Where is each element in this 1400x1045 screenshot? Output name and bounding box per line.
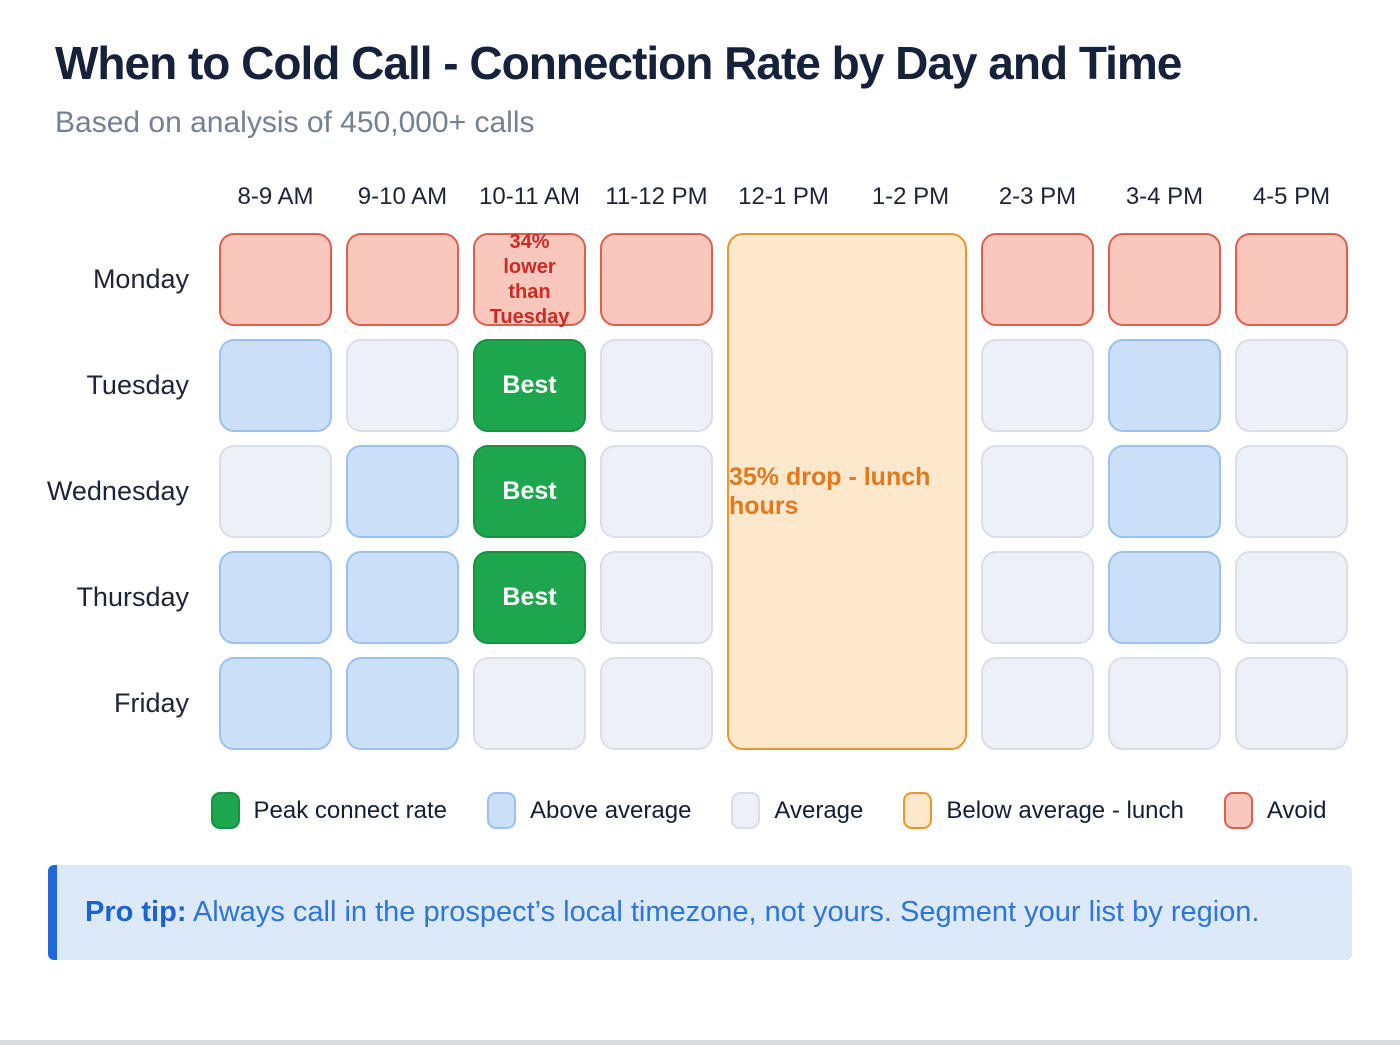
heatmap-cell <box>219 657 332 750</box>
lunch-hours-block: 35% drop - lunch hours <box>727 233 967 750</box>
heatmap-cell <box>1235 339 1348 432</box>
heatmap-cell <box>981 339 1094 432</box>
time-header: 8-9 AM <box>237 183 314 210</box>
heatmap-cell <box>1235 551 1348 644</box>
time-header: 10-11 AM <box>479 183 580 210</box>
heatmap-cell <box>346 551 459 644</box>
heatmap-cell <box>1108 551 1221 644</box>
time-header: 1-2 PM <box>871 183 950 210</box>
legend-label: Average <box>774 796 864 824</box>
pro-tip-text: Always call in the prospect’s local time… <box>186 896 1260 928</box>
heatmap-cell: Best <box>473 551 586 644</box>
pro-tip-label: Pro tip: <box>85 896 187 928</box>
heatmap-cell <box>600 233 713 326</box>
heatmap-cell <box>346 657 459 750</box>
heatmap-cell <box>1108 445 1221 538</box>
heatmap-cell <box>981 233 1094 326</box>
legend-item: Average <box>731 792 863 829</box>
cell-annotation: Best <box>502 477 557 505</box>
legend-label: Above average <box>529 796 692 824</box>
heatmap-grid: 8-9 AM 9-10 AM 10-11 AM 11-12 PM 12-1 PM 1-2 … <box>46 174 1352 750</box>
heatmap-cell <box>1235 657 1348 750</box>
legend-item: Peak connect rate <box>210 792 447 829</box>
heatmap-cell: 34% lower than Tuesday <box>473 231 586 328</box>
heatmap-cell <box>219 445 332 538</box>
heatmap-cell <box>1108 657 1221 750</box>
legend-swatch-avoid <box>1223 792 1253 829</box>
heatmap-cell <box>1235 445 1348 538</box>
heatmap-cell: Best <box>473 445 586 538</box>
time-header: 12-1 PM <box>738 183 829 210</box>
heatmap-cell <box>219 339 332 432</box>
window-bottom-edge <box>0 1040 1400 1045</box>
heatmap-cell <box>346 339 459 432</box>
legend-label: Avoid <box>1266 796 1327 824</box>
legend-swatch-above <box>486 792 516 829</box>
time-header: 9-10 AM <box>357 183 448 210</box>
cell-annotation: Best <box>502 583 557 611</box>
time-header: 11-12 PM <box>605 183 708 210</box>
day-label: Friday <box>113 688 189 718</box>
infographic: When to Cold Call - Connection Rate by D… <box>46 37 1352 960</box>
cell-annotation: 34% lower than Tuesday <box>489 230 570 328</box>
heatmap-cell <box>346 233 459 326</box>
heatmap-cell <box>981 445 1094 538</box>
legend-label: Peak connect rate <box>253 796 447 824</box>
lunch-annotation: 35% drop - lunch hours <box>729 462 931 520</box>
legend-label: Below average - lunch <box>946 796 1184 824</box>
time-header: 2-3 PM <box>998 183 1077 210</box>
pro-tip-callout: Pro tip: Always call in the prospect’s l… <box>48 865 1352 960</box>
cell-annotation: Best <box>502 371 557 399</box>
heatmap-cell <box>473 657 586 750</box>
heatmap-cell <box>600 339 713 432</box>
legend-item: Below average - lunch <box>903 792 1184 829</box>
heatmap-cell <box>981 657 1094 750</box>
legend-item: Above average <box>486 792 692 829</box>
day-label: Thursday <box>76 582 189 612</box>
heatmap-cell <box>1108 233 1221 326</box>
heatmap-cell <box>600 657 713 750</box>
heatmap-cell <box>219 233 332 326</box>
day-label: Wednesday <box>46 476 189 506</box>
heatmap-cell <box>600 445 713 538</box>
legend: Peak connect rate Above average Average Bel… <box>185 792 1352 829</box>
page-subtitle: Based on analysis of 450,000+ calls <box>55 106 535 139</box>
legend-item: Avoid <box>1223 792 1327 829</box>
legend-swatch-average <box>731 792 761 829</box>
heatmap-cell <box>600 551 713 644</box>
day-label: Monday <box>92 264 189 294</box>
heatmap-cell <box>1235 233 1348 326</box>
time-header: 4-5 PM <box>1252 183 1331 210</box>
legend-swatch-peak <box>210 792 240 829</box>
page-title: When to Cold Call - Connection Rate by D… <box>55 37 1182 89</box>
heatmap-cell <box>1108 339 1221 432</box>
legend-swatch-lunch <box>903 792 933 829</box>
day-label: Tuesday <box>86 370 189 400</box>
time-header: 3-4 PM <box>1125 183 1204 210</box>
heatmap-cell <box>346 445 459 538</box>
heatmap-cell: Best <box>473 339 586 432</box>
heatmap-cell <box>981 551 1094 644</box>
heatmap-cell <box>219 551 332 644</box>
